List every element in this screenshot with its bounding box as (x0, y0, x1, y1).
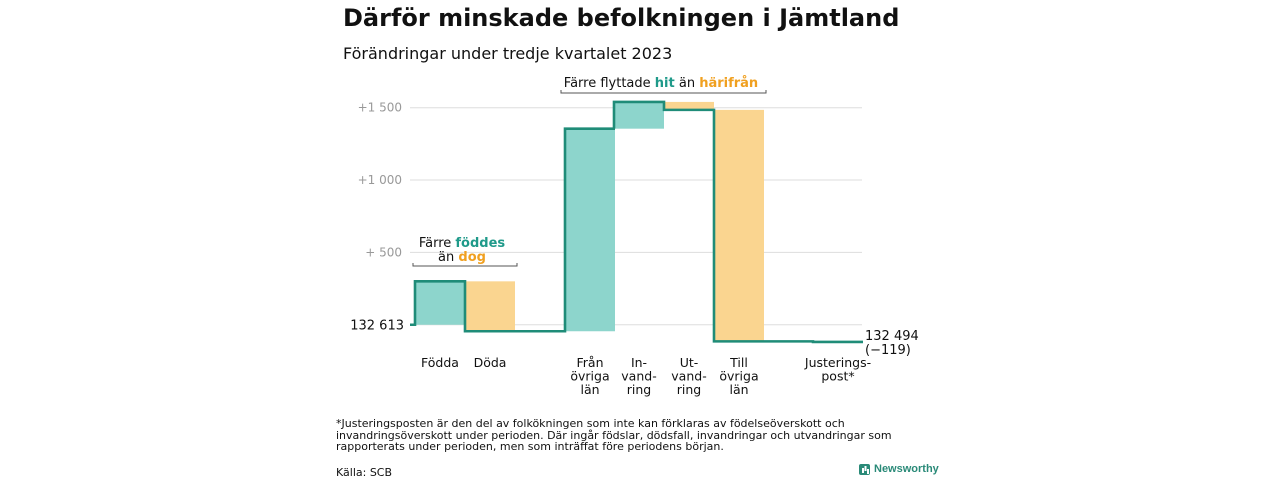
category-label-3: ring (627, 382, 651, 397)
bar-4 (664, 101, 714, 110)
category-label-6: Justerings- (804, 355, 871, 370)
end-change-label: (−119) (865, 343, 911, 358)
start-value-label: 132 613 (350, 319, 404, 334)
annotation-text: än (675, 76, 699, 91)
source-label: Källa: SCB (336, 466, 393, 479)
y-tick-label: +1 000 (358, 173, 402, 187)
category-label-2: län (580, 382, 599, 397)
annotation-highlight-out: härifrån (699, 76, 758, 91)
annotation-text: Färre flyttade (564, 76, 655, 91)
annotation-highlight-out: dog (458, 250, 486, 265)
chart-title: Därför minskade befolkningen i Jämtland (343, 4, 900, 32)
category-label-5: Till (729, 355, 748, 370)
annotation-moves: Färre flyttade hit än härifrån (564, 76, 758, 91)
category-label-5: övriga (719, 369, 758, 384)
bar-3 (614, 101, 664, 129)
chart-subtitle: Förändringar under tredje kvartalet 2023 (343, 44, 673, 63)
category-label-3: In- (631, 355, 647, 370)
annotation-highlight-in: hit (655, 76, 675, 91)
bar-5 (714, 109, 764, 342)
category-label-4: vand- (671, 369, 706, 384)
bar-chart-icon (859, 463, 870, 475)
footnote: *Justeringsposten är den del av folkökni… (336, 417, 892, 453)
brand-name: Newsworthy (874, 463, 939, 475)
annotation-highlight-in: föddes (455, 236, 505, 251)
bar-layer (415, 101, 863, 342)
y-tick-label: + 500 (365, 245, 402, 259)
end-value-label: 132 494 (865, 329, 919, 344)
category-label-5: län (729, 382, 748, 397)
category-label-3: vand- (621, 369, 656, 384)
category-label-6: post* (821, 369, 854, 384)
category-label-4: ring (677, 382, 701, 397)
annotation-moves-bracket (560, 90, 767, 94)
annotation-text: än (438, 250, 458, 265)
annotation-births-bracket (412, 263, 518, 267)
bar-0 (415, 281, 465, 325)
brand-logo: Newsworthy (859, 463, 939, 475)
bar-2 (565, 128, 615, 332)
y-tick-label: +1 500 (358, 101, 402, 115)
annotation-births-line1: Färre föddes (419, 236, 506, 251)
category-label-0: Födda (421, 355, 459, 370)
category-label-2: Från (576, 355, 603, 370)
cumulative-line (410, 100, 863, 344)
category-label-4: Ut- (680, 355, 699, 370)
annotation-text: Färre (419, 236, 456, 251)
annotation-births-line2: än dog (438, 250, 486, 265)
category-label-1: Döda (474, 355, 507, 370)
line-layer (410, 100, 863, 344)
bar-1 (465, 281, 515, 332)
category-label-2: övriga (570, 369, 609, 384)
